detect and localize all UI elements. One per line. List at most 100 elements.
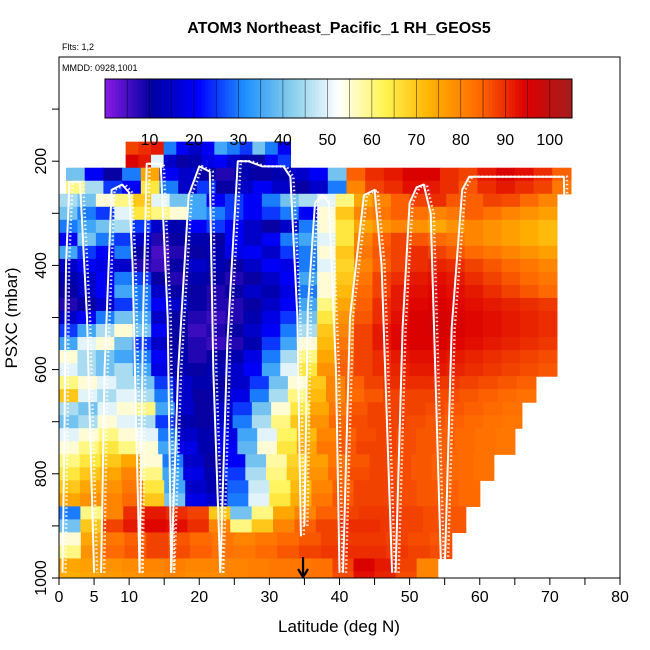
colorbar-swatch: [551, 79, 556, 118]
heatmap-cell: [183, 454, 205, 468]
heatmap-cell: [59, 454, 81, 468]
colorbar-swatch: [478, 79, 483, 118]
heatmap-cell: [317, 310, 337, 325]
heatmap-cell: [101, 558, 123, 573]
heatmap-cell: [243, 258, 263, 273]
heatmap-cell: [317, 258, 337, 273]
colorbar-swatch: [505, 79, 510, 118]
heatmap-cell: [95, 258, 115, 273]
heatmap-cell: [206, 350, 226, 364]
heatmap-cell: [501, 297, 521, 312]
heatmap-cell: [298, 193, 318, 208]
heatmap-cell: [464, 219, 484, 234]
heatmap-cell: [188, 337, 208, 351]
heatmap-cell: [66, 167, 86, 182]
heatmap-cell: [59, 310, 79, 325]
heatmap-cell: [483, 297, 503, 312]
heatmap-cell: [427, 193, 447, 208]
heatmap-cell: [273, 519, 296, 534]
colorbar-swatch: [125, 79, 129, 118]
heatmap-cell: [132, 219, 152, 234]
colorbar-swatch: [218, 79, 223, 118]
heatmap-cell: [77, 350, 97, 364]
colorbar-swatch: [501, 79, 506, 118]
heatmap-cell: [309, 167, 329, 182]
colorbar-swatch: [511, 79, 516, 118]
heatmap-cell: [77, 193, 97, 208]
heatmap-cell: [169, 219, 189, 234]
heatmap-cell: [459, 376, 480, 390]
heatmap-cell: [178, 167, 198, 182]
heatmap-cell: [483, 363, 503, 377]
heatmap-cell: [224, 324, 244, 338]
colorbar-swatch: [288, 79, 293, 118]
colorbar-swatch: [431, 79, 436, 118]
heatmap-cell: [416, 493, 439, 507]
heatmap-cell: [464, 363, 484, 377]
heatmap-cell: [446, 363, 466, 377]
colorbar-swatch: [158, 79, 163, 118]
heatmap-cell: [95, 297, 115, 312]
heatmap-cell: [354, 324, 374, 338]
heatmap-cell: [188, 350, 208, 364]
heatmap-cell: [328, 454, 350, 468]
heatmap-cell: [100, 467, 122, 481]
heatmap-cell: [132, 193, 152, 208]
heatmap-cell: [520, 363, 540, 377]
colorbar-swatch: [188, 79, 193, 118]
heatmap-cell: [538, 219, 558, 234]
heatmap-cell: [538, 363, 558, 377]
heatmap-cell: [80, 558, 102, 573]
colorbar-swatch: [175, 79, 179, 118]
heatmap-cell: [427, 219, 447, 234]
heatmap-cell: [269, 480, 292, 494]
heatmap-cell: [552, 180, 572, 195]
colorbar-swatch: [128, 79, 133, 118]
heatmap-cell: [306, 376, 327, 390]
heatmap-cell: [166, 519, 189, 534]
heatmap-cell: [409, 297, 429, 312]
heatmap-cell: [475, 441, 496, 455]
heatmap-cell: [188, 232, 208, 247]
heatmap-cell: [192, 389, 213, 403]
colorbar-swatch: [191, 79, 196, 118]
heatmap-cell: [364, 389, 384, 403]
heatmap-cell: [243, 193, 263, 208]
colorbar-swatch: [555, 79, 560, 118]
colorbar-swatch: [448, 79, 453, 118]
heatmap-cell: [427, 245, 447, 260]
heatmap-cell: [390, 219, 410, 234]
heatmap-cell: [478, 376, 499, 390]
heatmap-cell: [444, 402, 465, 416]
colorbar-swatch: [278, 79, 283, 118]
heatmap-cell: [268, 389, 289, 403]
heatmap-cell: [188, 206, 208, 221]
heatmap-cell: [409, 324, 429, 338]
colorbar-swatch: [295, 79, 299, 118]
heatmap-cell: [114, 310, 134, 325]
heatmap-cell: [320, 545, 344, 560]
heatmap-cell: [337, 506, 360, 520]
heatmap-cell: [227, 558, 249, 573]
colorbar-tick-label: 50: [318, 132, 336, 149]
heatmap-cell: [477, 167, 497, 182]
heatmap-cell: [224, 454, 246, 468]
heatmap-cell: [206, 219, 226, 234]
heatmap-cell: [80, 506, 103, 520]
heatmap-cell: [188, 258, 208, 273]
heatmap-cell: [311, 571, 334, 578]
colorbar-swatch: [548, 79, 553, 118]
heatmap-cell: [538, 310, 558, 325]
colorbar-swatch: [298, 79, 303, 118]
heatmap-cell: [187, 519, 210, 534]
heatmap-cell: [364, 545, 387, 560]
heatmap-cell: [98, 428, 120, 442]
heatmap-cell: [409, 284, 429, 299]
heatmap-cell: [501, 232, 521, 247]
heatmap-cell: [290, 415, 311, 429]
heatmap-cell: [80, 545, 104, 560]
heatmap-cell: [257, 441, 278, 455]
heatmap-cell: [501, 324, 521, 338]
heatmap-cell: [464, 310, 484, 325]
colorbar-swatch: [461, 79, 466, 118]
